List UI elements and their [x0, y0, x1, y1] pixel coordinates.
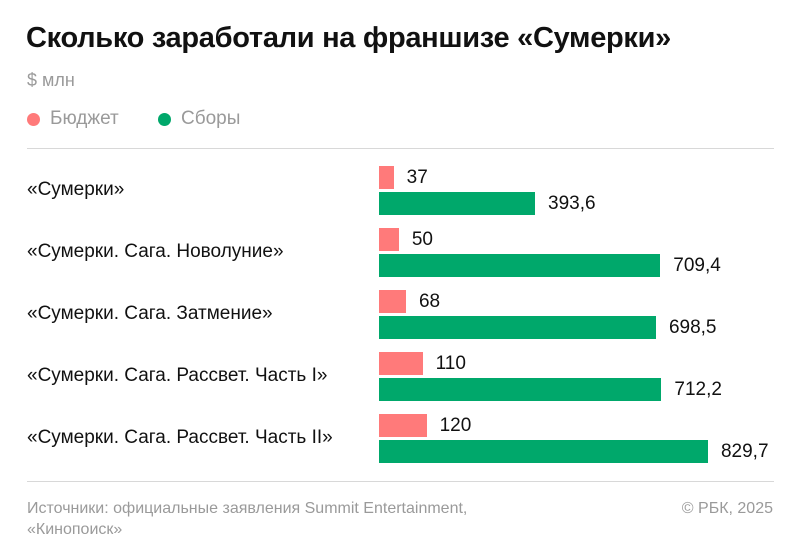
legend-gross-label: Сборы — [181, 108, 241, 129]
divider-bottom — [27, 481, 774, 482]
category-label: «Сумерки. Сага. Рассвет. Часть I» — [27, 365, 328, 386]
gross-value-label: 712,2 — [674, 379, 722, 400]
copyright: © РБК, 2025 — [681, 500, 773, 517]
gross-bar — [379, 378, 662, 401]
gross-value-label: 393,6 — [548, 193, 596, 214]
source-note: Источники: официальные заявления Summit … — [27, 498, 467, 540]
category-label: «Сумерки. Сага. Затмение» — [27, 303, 273, 324]
gross-value-label: 709,4 — [673, 255, 721, 276]
budget-value-label: 120 — [439, 415, 472, 436]
source-line-2: «Кинопоиск» — [27, 521, 123, 538]
chart-title: Сколько заработали на франшизе «Сумерки» — [26, 22, 672, 54]
legend-gross: Сборы — [158, 108, 240, 130]
budget-bar — [379, 290, 406, 313]
legend-budget-marker — [27, 112, 40, 126]
budget-bar — [379, 352, 423, 375]
gross-bar — [379, 254, 661, 277]
budget-value-label: 68 — [418, 291, 441, 312]
category-label: «Сумерки. Сага. Рассвет. Часть II» — [27, 427, 333, 448]
budget-bar — [379, 166, 394, 189]
legend-gross-marker — [158, 112, 171, 126]
gross-value-label: 829,7 — [720, 441, 769, 462]
gross-bar — [379, 316, 656, 339]
legend-budget-label: Бюджет — [50, 108, 119, 129]
budget-value-label: 50 — [411, 229, 433, 250]
category-label: «Сумерки» — [27, 179, 125, 200]
budget-bar — [379, 228, 399, 251]
legend-budget: Бюджет — [27, 108, 119, 130]
gross-value-label: 698,5 — [668, 317, 717, 338]
unit-label: $ млн — [27, 70, 75, 90]
gross-bar — [379, 440, 708, 463]
source-line-1: Источники: официальные заявления Summit … — [27, 500, 468, 517]
gross-bar — [379, 192, 536, 215]
budget-bar — [379, 414, 427, 437]
budget-value-label: 37 — [406, 167, 428, 188]
divider-top — [27, 148, 774, 149]
budget-value-label: 110 — [435, 353, 466, 374]
category-label: «Сумерки. Сага. Новолуние» — [27, 241, 284, 262]
